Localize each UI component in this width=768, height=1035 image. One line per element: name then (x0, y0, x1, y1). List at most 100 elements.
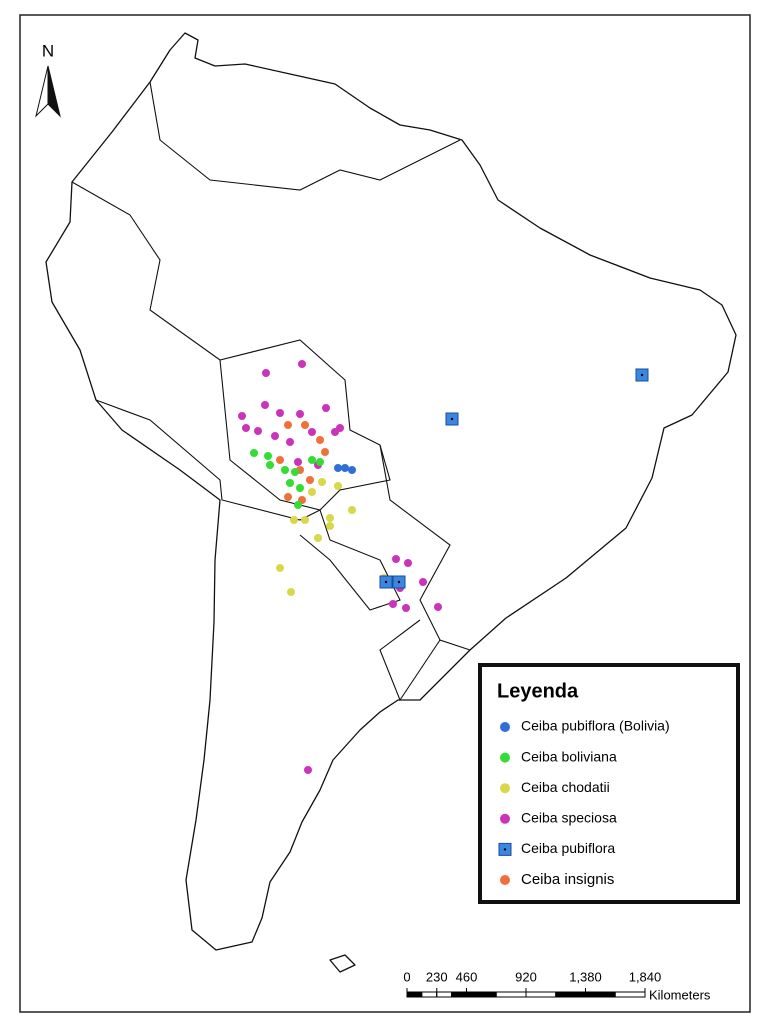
circle-marker (238, 412, 246, 420)
circle-marker (301, 421, 309, 429)
north-label: N (42, 41, 54, 60)
legend-title: Leyenda (497, 680, 579, 702)
country-border (149, 81, 461, 191)
circle-marker (322, 404, 330, 412)
circle-marker (281, 466, 289, 474)
country-border (95, 399, 401, 611)
circle-marker (500, 783, 510, 794)
circle-marker (318, 478, 326, 486)
scale-segment (585, 991, 616, 998)
circle-marker (291, 468, 299, 476)
circle-marker (298, 360, 306, 368)
circle-marker (326, 522, 334, 530)
square-dot (450, 417, 454, 421)
circle-marker (254, 427, 262, 435)
country-border (219, 359, 391, 511)
circle-marker (250, 449, 258, 457)
circle-marker (314, 534, 322, 542)
legend-label: Ceiba speciosa (521, 810, 617, 826)
circle-marker (308, 456, 316, 464)
scale-segment (451, 991, 467, 998)
circle-marker (296, 484, 304, 492)
scale-label: 0 (403, 969, 410, 984)
circle-marker (500, 875, 510, 885)
scale-unit: Kilometers (649, 987, 711, 1002)
square-dot (503, 848, 507, 851)
legend-label: Ceiba pubiflora (Bolivia) (521, 718, 670, 734)
circle-marker (301, 516, 309, 524)
scale-bar: 0 230 460 920 1,380 1,840 Kilometers (403, 969, 711, 1002)
scale-segment (406, 991, 423, 998)
country-border (379, 619, 441, 702)
circle-marker (326, 514, 334, 522)
circle-marker (334, 482, 342, 490)
scale-label: 920 (515, 969, 537, 984)
circle-marker (286, 438, 294, 446)
circle-marker (306, 476, 314, 484)
scale-segment (436, 991, 453, 998)
circle-marker (404, 559, 412, 567)
circle-marker (389, 600, 397, 608)
circle-marker (242, 424, 250, 432)
circle-marker (286, 479, 294, 487)
scale-label: 1,380 (569, 969, 602, 984)
circle-marker (262, 369, 270, 377)
legend-label: Ceiba pubiflora (521, 840, 615, 856)
legend-box (478, 663, 740, 904)
scale-segment (525, 991, 557, 998)
circle-marker (402, 604, 410, 612)
circle-marker (284, 421, 292, 429)
scale-segment (495, 991, 527, 998)
circle-marker (316, 458, 324, 466)
circle-marker (500, 752, 510, 763)
circle-marker (321, 448, 329, 456)
square-dot (640, 373, 644, 377)
circle-marker (348, 466, 356, 474)
circle-marker (276, 409, 284, 417)
country-border (71, 181, 471, 651)
circle-marker (341, 464, 349, 472)
circle-marker (284, 493, 292, 501)
occurrence-points (238, 360, 649, 774)
scale-segment (466, 991, 497, 998)
legend-label: Ceiba chodatii (521, 779, 610, 795)
circle-marker (316, 436, 324, 444)
scale-segment (614, 991, 646, 998)
circle-marker (392, 555, 400, 563)
circle-marker (290, 516, 298, 524)
continent-outline (45, 32, 737, 951)
circle-marker (308, 428, 316, 436)
circle-marker (294, 501, 302, 509)
island (329, 954, 356, 973)
circle-marker (334, 464, 342, 472)
circle-marker (294, 458, 302, 466)
scale-label: 460 (456, 969, 478, 984)
square-dot (397, 580, 401, 584)
legend-items: Ceiba pubiflora (Bolivia) Ceiba boliviana… (498, 718, 670, 888)
circle-marker (500, 722, 510, 732)
circle-marker (271, 432, 279, 440)
circle-marker (264, 452, 272, 460)
circle-marker (296, 410, 304, 418)
circle-marker (331, 428, 339, 436)
circle-marker (419, 578, 427, 586)
square-dot (384, 580, 388, 584)
legend-label: Ceiba insignis (521, 871, 614, 888)
circle-marker (287, 588, 295, 596)
scale-segment (421, 991, 438, 998)
legend-label: Ceiba boliviana (521, 748, 617, 764)
circle-marker (261, 401, 269, 409)
circle-marker (266, 461, 274, 469)
circle-marker (348, 506, 356, 514)
scale-label: 1,840 (629, 969, 662, 984)
circle-marker (276, 564, 284, 572)
circle-marker (308, 488, 316, 496)
circle-marker (500, 813, 510, 824)
north-arrow (47, 65, 61, 118)
circle-marker (304, 766, 312, 774)
scale-segment (555, 991, 586, 998)
scale-label: 230 (426, 969, 448, 984)
circle-marker (434, 603, 442, 611)
